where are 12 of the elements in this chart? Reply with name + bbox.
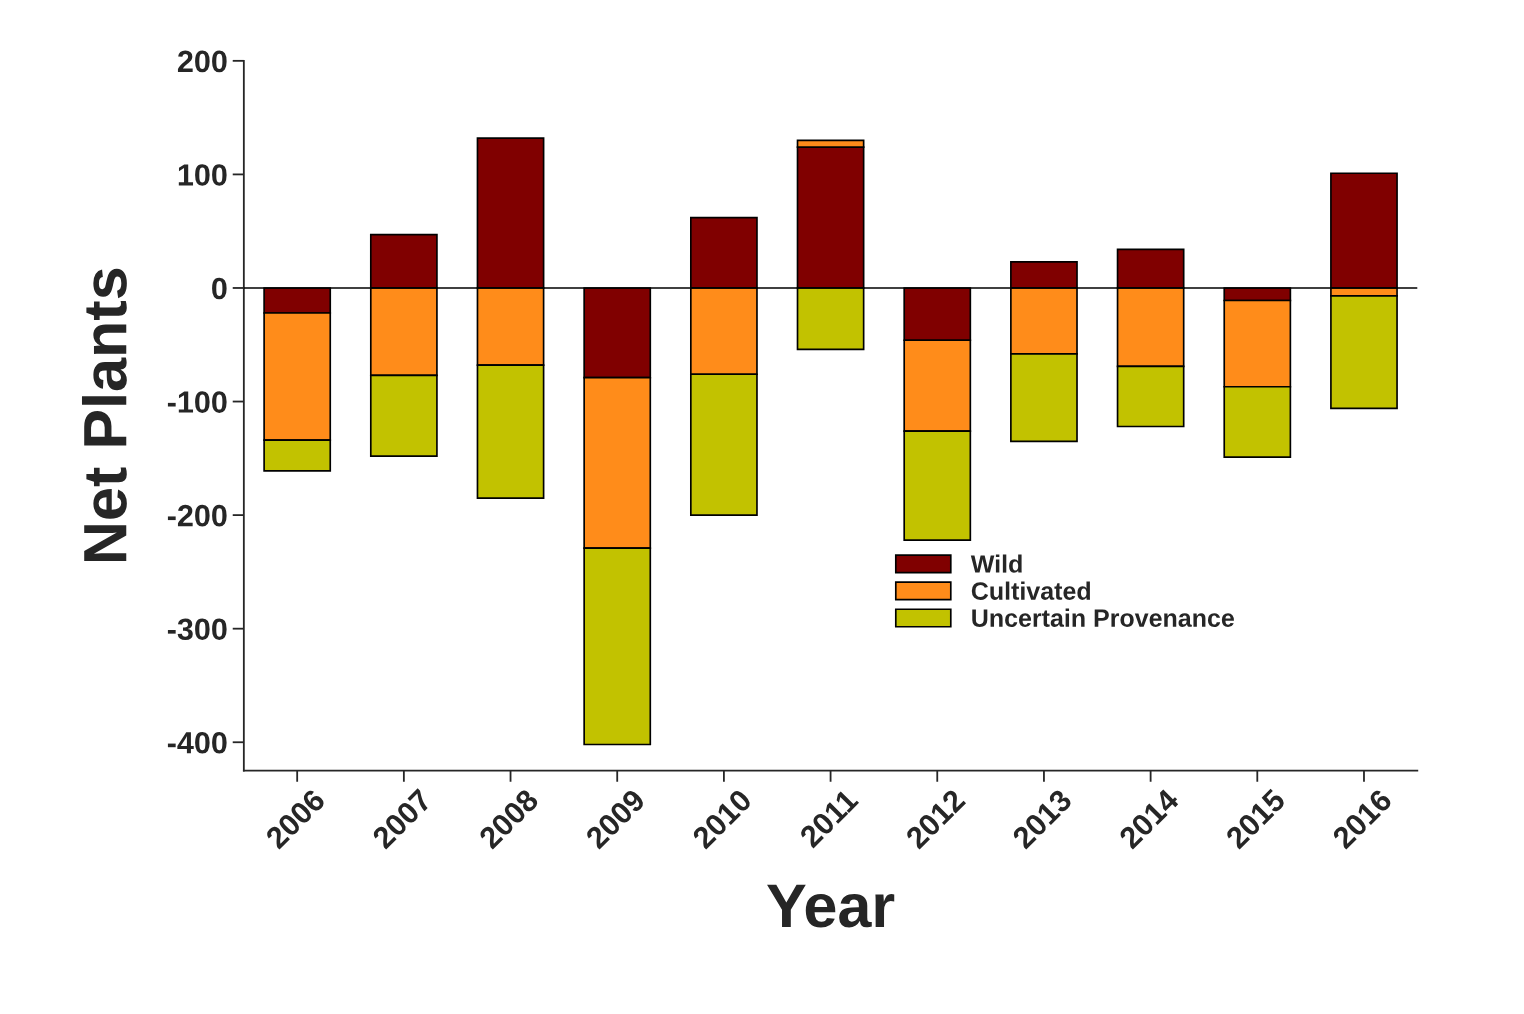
x-axis-title: Year (767, 884, 895, 928)
y-tick-label: 200 (177, 50, 227, 73)
y-axis-title: Net Plants (81, 268, 127, 562)
legend-label: Cultivated (971, 581, 1090, 600)
y-tick-label: -200 (167, 504, 227, 527)
legend-label: Uncertain Provenance (972, 608, 1234, 627)
y-tick-label: -100 (167, 391, 227, 413)
y-tick-label: -400 (167, 731, 227, 754)
y-tick-label: -300 (167, 618, 227, 641)
legend-label: Wild (970, 554, 1022, 573)
y-tick-label: 100 (178, 164, 227, 186)
y-tick-label: 0 (212, 277, 227, 300)
